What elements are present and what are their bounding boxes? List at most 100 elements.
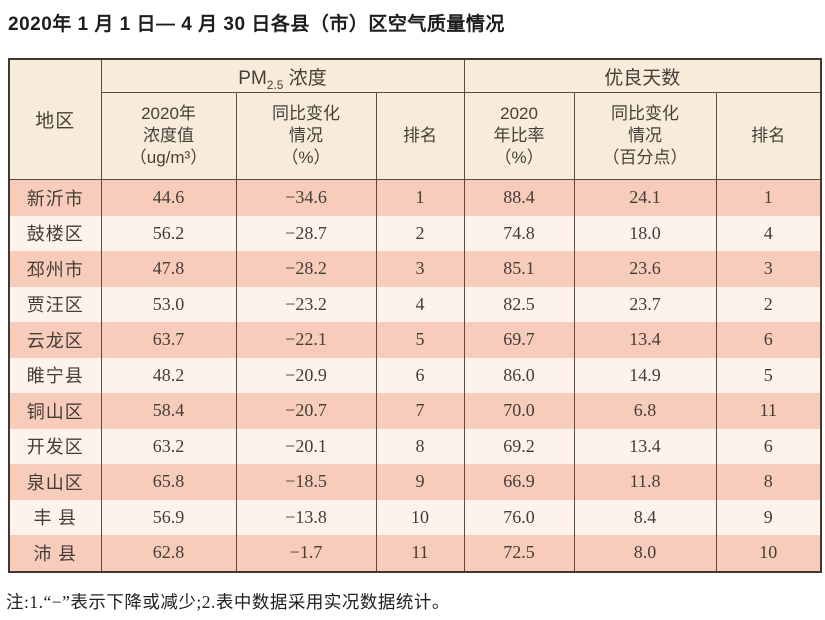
pm-value-cell: 53.0 — [100, 286, 237, 322]
region-cell: 泉山区 — [8, 464, 102, 500]
pm-value-cell: 63.7 — [100, 322, 237, 358]
col-header-pm-value: 2020年 浓度值 （ug/m³） — [100, 92, 237, 180]
pm-change-cell: −22.1 — [235, 322, 377, 358]
table-header: 地区 PM2.5 浓度 优良天数 2020年 浓度值 （ug/m³） 同比变化 … — [8, 58, 822, 180]
ratio-cell: 86.0 — [463, 357, 575, 393]
pm-value-cell: 63.2 — [100, 428, 237, 464]
ratio-cell: 76.0 — [463, 499, 575, 535]
table-row: 鼓楼区 56.2 −28.7 2 74.8 18.0 4 — [8, 215, 822, 251]
pm-rank-cell: 7 — [375, 393, 465, 429]
ratio-rank-cell: 9 — [715, 499, 822, 535]
ratio-change-cell: 13.4 — [573, 428, 717, 464]
region-cell: 开发区 — [8, 428, 102, 464]
region-cell: 丰 县 — [8, 499, 102, 535]
ratio-cell: 69.7 — [463, 322, 575, 358]
table-row: 贾汪区 53.0 −23.2 4 82.5 23.7 2 — [8, 286, 822, 322]
ratio-change-cell: 23.6 — [573, 251, 717, 287]
pm-change-cell: −20.7 — [235, 393, 377, 429]
pm-rank-cell: 2 — [375, 215, 465, 251]
col-header-ratio: 2020 年比率 （%） — [463, 92, 575, 180]
header-group-row: 地区 PM2.5 浓度 优良天数 — [8, 58, 822, 180]
ratio-change-cell: 18.0 — [573, 215, 717, 251]
table-row: 开发区 63.2 −20.1 8 69.2 13.4 6 — [8, 428, 822, 464]
pm-change-cell: −20.1 — [235, 428, 377, 464]
ratio-change-cell: 13.4 — [573, 322, 717, 358]
pm25-label-prefix: PM — [238, 67, 267, 89]
pm-value-cell: 44.6 — [100, 179, 237, 216]
region-cell: 睢宁县 — [8, 357, 102, 393]
pm-change-cell: −23.2 — [235, 286, 377, 322]
pm-change-cell: −34.6 — [235, 179, 377, 216]
table-row: 泉山区 65.8 −18.5 9 66.9 11.8 8 — [8, 464, 822, 500]
ratio-change-cell: 24.1 — [573, 179, 717, 216]
table-row: 云龙区 63.7 −22.1 5 69.7 13.4 6 — [8, 322, 822, 358]
ratio-cell: 72.5 — [463, 535, 575, 572]
pm-rank-cell: 1 — [375, 179, 465, 216]
pm-value-cell: 48.2 — [100, 357, 237, 393]
table-row: 铜山区 58.4 −20.7 7 70.0 6.8 11 — [8, 393, 822, 429]
ratio-rank-cell: 11 — [715, 393, 822, 429]
region-cell: 贾汪区 — [8, 286, 102, 322]
ratio-change-cell: 8.4 — [573, 499, 717, 535]
pm-rank-cell: 5 — [375, 322, 465, 358]
ratio-change-cell: 11.8 — [573, 464, 717, 500]
pm-rank-cell: 6 — [375, 357, 465, 393]
ratio-rank-cell: 6 — [715, 322, 822, 358]
pm25-label-suffix: 浓度 — [283, 67, 327, 89]
ratio-rank-cell: 8 — [715, 464, 822, 500]
ratio-rank-cell: 10 — [715, 535, 822, 572]
col-header-ratio-change: 同比变化 情况 （百分点） — [573, 92, 717, 180]
ratio-change-cell: 14.9 — [573, 357, 717, 393]
ratio-rank-cell: 5 — [715, 357, 822, 393]
ratio-cell: 82.5 — [463, 286, 575, 322]
region-cell: 鼓楼区 — [8, 215, 102, 251]
region-cell: 邳州市 — [8, 251, 102, 287]
region-cell: 铜山区 — [8, 393, 102, 429]
header-sub-row: 2020年 浓度值 （ug/m³） 同比变化 情况 （%） 排名 2020 年比… — [9, 92, 822, 180]
air-quality-table: 地区 PM2.5 浓度 优良天数 2020年 浓度值 （ug/m³） 同比变化 … — [8, 58, 823, 573]
pm-rank-cell: 4 — [375, 286, 465, 322]
pm-rank-cell: 3 — [375, 251, 465, 287]
table-row: 邳州市 47.8 −28.2 3 85.1 23.6 3 — [8, 251, 822, 287]
col-header-ratio-rank: 排名 — [715, 92, 822, 180]
pm-change-cell: −28.2 — [235, 251, 377, 287]
ratio-cell: 85.1 — [463, 251, 575, 287]
pm-rank-cell: 10 — [375, 499, 465, 535]
region-cell: 新沂市 — [8, 179, 102, 216]
pm-change-cell: −13.8 — [235, 499, 377, 535]
pm-rank-cell: 9 — [375, 464, 465, 500]
pm-value-cell: 58.4 — [100, 393, 237, 429]
region-cell: 沛 县 — [8, 535, 102, 572]
pm-change-cell: −20.9 — [235, 357, 377, 393]
pm25-label-subscript: 2.5 — [266, 77, 284, 92]
pm-change-cell: −18.5 — [235, 464, 377, 500]
pm-rank-cell: 8 — [375, 428, 465, 464]
col-header-region: 地区 — [8, 58, 102, 180]
ratio-cell: 88.4 — [463, 179, 575, 216]
col-header-pm-change: 同比变化 情况 （%） — [235, 92, 377, 180]
col-group-pm25: PM2.5 浓度 — [100, 58, 465, 93]
ratio-rank-cell: 4 — [715, 215, 822, 251]
ratio-rank-cell: 3 — [715, 251, 822, 287]
table-row: 睢宁县 48.2 −20.9 6 86.0 14.9 5 — [8, 357, 822, 393]
table-body: 新沂市 44.6 −34.6 1 88.4 24.1 1 鼓楼区 56.2 −28.7 2 74.8 1… — [8, 179, 822, 572]
ratio-cell: 74.8 — [463, 215, 575, 251]
footnote: 注:1.“−”表示下降或减少;2.表中数据采用实况数据统计。 — [6, 592, 450, 612]
ratio-rank-cell: 2 — [715, 286, 822, 322]
ratio-change-cell: 6.8 — [573, 393, 717, 429]
ratio-cell: 70.0 — [463, 393, 575, 429]
region-cell: 云龙区 — [8, 322, 102, 358]
ratio-cell: 66.9 — [463, 464, 575, 500]
pm-change-cell: −1.7 — [235, 535, 377, 572]
pm-value-cell: 56.9 — [100, 499, 237, 535]
table-row: 丰 县 56.9 −13.8 10 76.0 8.4 9 — [8, 499, 822, 535]
col-group-good-days: 优良天数 — [463, 58, 822, 93]
pm-rank-cell: 11 — [375, 535, 465, 572]
ratio-change-cell: 23.7 — [573, 286, 717, 322]
ratio-rank-cell: 1 — [715, 179, 822, 216]
ratio-rank-cell: 6 — [715, 428, 822, 464]
pm-value-cell: 56.2 — [100, 215, 237, 251]
ratio-change-cell: 8.0 — [573, 535, 717, 572]
page-title: 2020年 1 月 1 日— 4 月 30 日各县（市）区空气质量情况 — [8, 14, 505, 35]
